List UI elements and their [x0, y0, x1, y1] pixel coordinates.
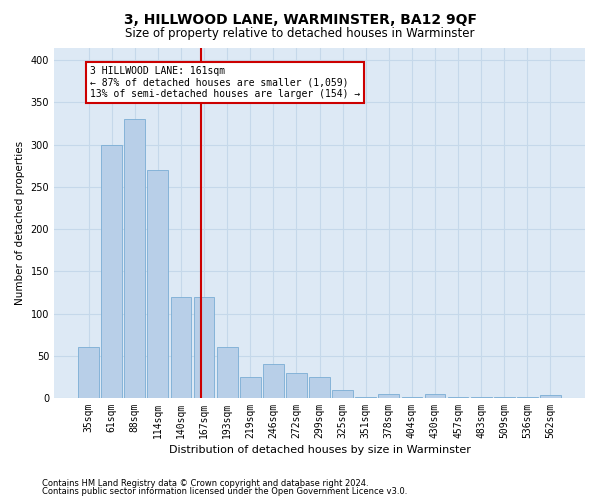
Bar: [217, 348, 238, 398]
Bar: [448, 397, 469, 398]
Text: Contains HM Land Registry data © Crown copyright and database right 2024.: Contains HM Land Registry data © Crown c…: [42, 478, 368, 488]
Bar: [78, 348, 99, 398]
Text: Size of property relative to detached houses in Warminster: Size of property relative to detached ho…: [125, 28, 475, 40]
Text: Contains public sector information licensed under the Open Government Licence v3: Contains public sector information licen…: [42, 487, 407, 496]
Bar: [194, 296, 214, 398]
Y-axis label: Number of detached properties: Number of detached properties: [15, 140, 25, 305]
Bar: [332, 390, 353, 398]
Bar: [401, 397, 422, 398]
Bar: [471, 397, 491, 398]
Bar: [379, 394, 399, 398]
Text: 3, HILLWOOD LANE, WARMINSTER, BA12 9QF: 3, HILLWOOD LANE, WARMINSTER, BA12 9QF: [124, 12, 476, 26]
Bar: [263, 364, 284, 398]
Bar: [148, 170, 168, 398]
Bar: [170, 296, 191, 398]
Bar: [240, 377, 260, 398]
Bar: [309, 377, 330, 398]
X-axis label: Distribution of detached houses by size in Warminster: Distribution of detached houses by size …: [169, 445, 470, 455]
Bar: [286, 372, 307, 398]
Bar: [101, 144, 122, 398]
Bar: [517, 397, 538, 398]
Text: 3 HILLWOOD LANE: 161sqm
← 87% of detached houses are smaller (1,059)
13% of semi: 3 HILLWOOD LANE: 161sqm ← 87% of detache…: [90, 66, 360, 100]
Bar: [355, 397, 376, 398]
Bar: [494, 397, 515, 398]
Bar: [540, 396, 561, 398]
Bar: [124, 120, 145, 398]
Bar: [425, 394, 445, 398]
